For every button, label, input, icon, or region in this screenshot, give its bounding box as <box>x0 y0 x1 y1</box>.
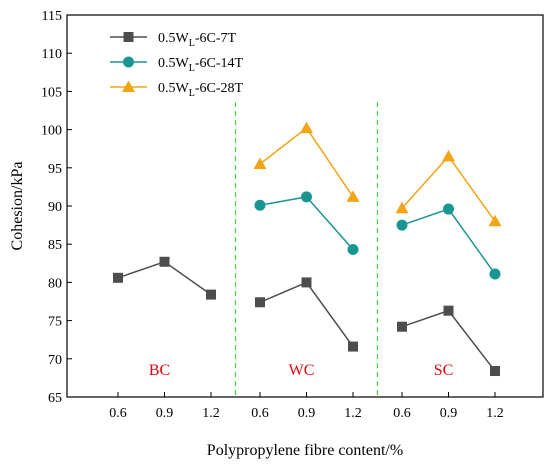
x-tick-label: 1.2 <box>202 406 220 421</box>
series-line <box>401 208 496 275</box>
data-point <box>396 219 408 231</box>
data-point <box>397 321 407 332</box>
x-tick-label: 0.6 <box>109 406 127 421</box>
data-point <box>206 289 216 300</box>
series-line <box>259 281 354 348</box>
data-point <box>346 190 360 202</box>
y-tick-label: 70 <box>48 353 62 368</box>
y-tick-label: 115 <box>42 9 62 24</box>
y-tick-label: 90 <box>48 200 62 215</box>
data-point <box>488 214 502 227</box>
data-point <box>442 149 455 162</box>
data-point <box>443 203 454 215</box>
y-tick-label: 110 <box>42 47 62 62</box>
group-label-wc: WC <box>289 362 315 379</box>
y-tick-label: 80 <box>48 276 62 291</box>
legend-label: 0.5WL-6C-28T <box>158 81 243 99</box>
y-tick-label: 105 <box>41 85 62 100</box>
y-tick-label: 95 <box>48 162 62 177</box>
data-point <box>159 256 170 267</box>
y-tick-label: 65 <box>48 391 62 406</box>
series-line <box>259 196 354 251</box>
data-point <box>347 244 359 256</box>
data-point <box>255 297 265 308</box>
data-point <box>113 272 123 283</box>
data-point <box>443 305 454 316</box>
data-point <box>254 199 266 211</box>
y-axis-title: Cohesion/kPa <box>9 162 26 251</box>
legend-label: 0.5WL-6C-14T <box>158 56 243 74</box>
x-tick-label: 0.9 <box>440 406 458 421</box>
legend-label: 0.5WL-6C-7T <box>158 31 236 49</box>
data-point <box>253 157 267 169</box>
data-point <box>489 268 501 280</box>
data-point <box>395 201 409 214</box>
y-tick-label: 75 <box>48 315 62 330</box>
data-point <box>300 121 313 134</box>
group-label-sc: SC <box>434 362 454 379</box>
legend-marker <box>123 32 134 42</box>
x-tick-label: 1.2 <box>486 406 504 421</box>
group-label-bc: BC <box>149 362 170 379</box>
legend-marker <box>123 56 134 68</box>
data-point <box>348 341 358 352</box>
y-tick-label: 85 <box>48 238 62 253</box>
series-line <box>259 126 354 198</box>
x-axis-title: Polypropylene fibre content/% <box>207 442 403 459</box>
data-point <box>301 191 312 203</box>
x-tick-label: 0.6 <box>393 406 411 421</box>
y-tick-label: 100 <box>41 124 62 139</box>
legend-marker <box>122 80 135 92</box>
data-point <box>301 277 312 288</box>
x-tick-label: 0.6 <box>251 406 269 421</box>
x-tick-label: 0.9 <box>156 406 174 421</box>
x-tick-label: 1.2 <box>344 406 362 421</box>
x-tick-label: 0.9 <box>298 406 316 421</box>
data-point <box>490 366 500 377</box>
